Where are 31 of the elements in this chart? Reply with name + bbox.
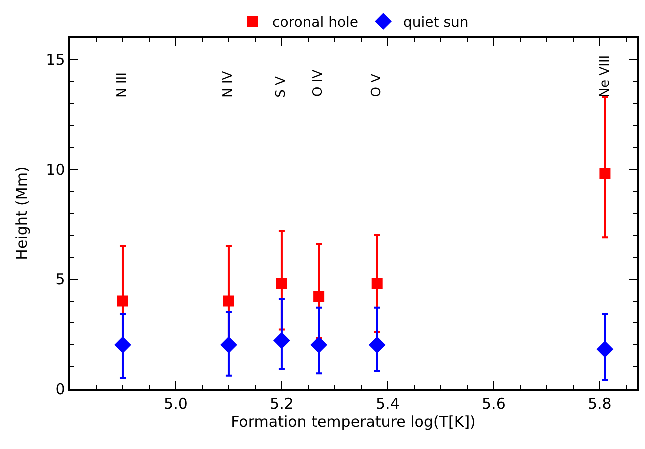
y-tick-label: 10: [46, 160, 66, 179]
y-tick-label: 0: [56, 380, 66, 398]
point: [368, 336, 386, 354]
point: [596, 341, 614, 358]
point: [117, 296, 128, 307]
x-tick-label: 5.6: [482, 394, 506, 413]
point: [114, 336, 132, 354]
point: [314, 291, 325, 302]
y-tick-label: 5: [56, 270, 66, 289]
point: [223, 296, 234, 307]
point: [274, 332, 290, 350]
annotation: N IV: [221, 71, 236, 98]
x-tick-label: 5.4: [376, 394, 400, 413]
point: [220, 336, 238, 354]
x-tick-label: 5.0: [164, 394, 188, 413]
annotation: N III: [115, 72, 130, 98]
x-tick-label: 5.8: [588, 394, 612, 413]
y-tick-label: 15: [46, 51, 66, 70]
annotation: O V: [369, 74, 384, 98]
y-axis-title: Height (Mm): [12, 166, 31, 260]
x-axis-title: Formation temperature log(T[K]): [231, 412, 476, 431]
point: [372, 278, 383, 290]
x-tick-label: 5.2: [270, 394, 294, 413]
point: [276, 278, 288, 290]
point: [310, 336, 328, 354]
legend-label: coronal hole: [272, 15, 359, 32]
annotation: O IV: [311, 70, 326, 97]
point: [600, 168, 611, 180]
annotation: S V: [274, 76, 290, 98]
annotation: Ne VIII: [598, 55, 613, 98]
legend-label: quiet sun: [404, 15, 469, 32]
